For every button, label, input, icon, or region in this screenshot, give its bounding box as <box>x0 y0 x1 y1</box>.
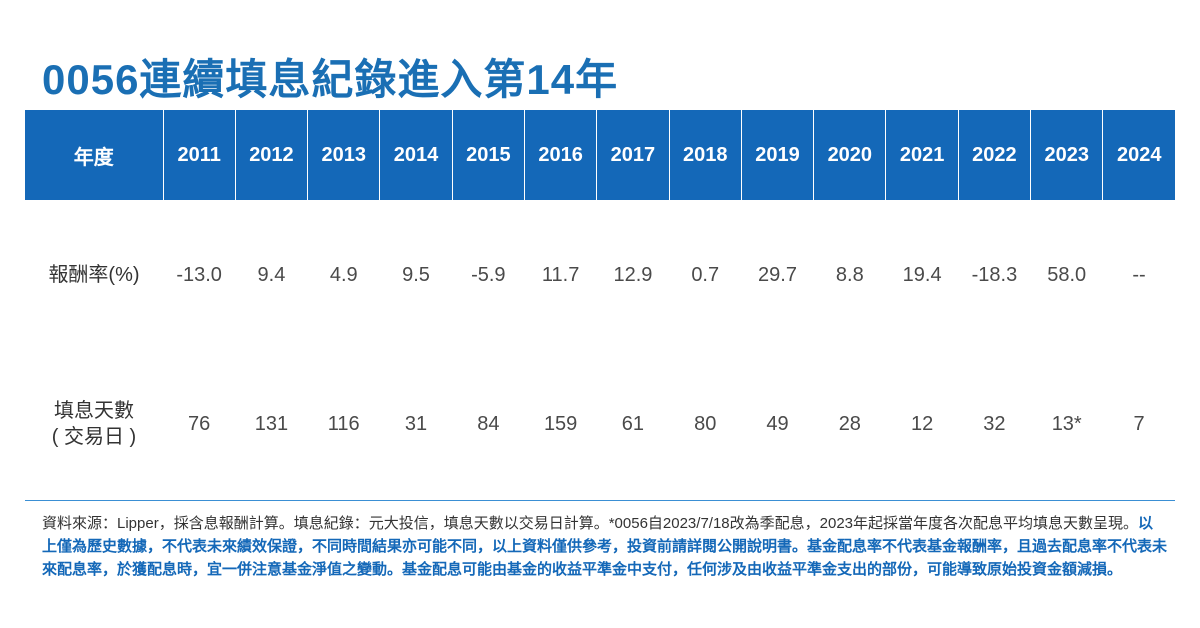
table-cell-return: 8.8 <box>835 263 864 286</box>
table-cell-return: -13.0 <box>176 263 222 286</box>
header-year: 2014 <box>379 110 453 200</box>
header-year: 2024 <box>1102 110 1176 200</box>
table-cell-return: 19.4 <box>902 263 942 286</box>
footnote: 資料來源：Lipper，採含息報酬計算。填息紀錄：元大投信，填息天數以交易日計算… <box>42 512 1167 581</box>
table-cell-return: 9.5 <box>402 263 430 286</box>
header-year: 2019 <box>740 110 815 200</box>
header-year: 2012 <box>234 110 309 200</box>
table-header-row: 年度 2011 2012 2013 2014 2015 2016 2017 20… <box>25 110 1176 200</box>
table-cell-days: 31 <box>404 412 428 435</box>
header-label-year: 年度 <box>25 110 164 200</box>
table-cell-days: 13* <box>1051 412 1082 435</box>
header-year: 2016 <box>523 110 598 200</box>
table-cell-return: 29.7 <box>758 263 797 286</box>
table-row-fill-days: 填息天數 ( 交易日 ) 76 131 116 31 84 159 61 80 … <box>25 350 1175 498</box>
table-cell-days: 32 <box>983 412 1006 435</box>
table-cell-return: 12.9 <box>613 263 653 286</box>
header-year: 2023 <box>1030 110 1104 200</box>
header-year: 2022 <box>957 110 1032 200</box>
header-year: 2021 <box>885 110 959 200</box>
footnote-disclaimer-text: 以上僅為歷史數據，不代表未來績效保證，不同時間結果亦可能不同，以上資料僅供參考，… <box>42 515 1168 578</box>
header-year: 2011 <box>162 110 236 200</box>
header-year: 2015 <box>451 110 525 200</box>
footnote-source-text: 資料來源：Lipper，採含息報酬計算。填息紀錄：元大投信，填息天數以交易日計算… <box>42 515 1139 532</box>
header-year: 2013 <box>307 110 381 200</box>
table-cell-days: 76 <box>188 412 211 435</box>
table-cell-days: 28 <box>838 412 861 435</box>
table-cell-days: 159 <box>543 412 578 435</box>
header-year: 2017 <box>596 110 670 200</box>
table-cell-return: -18.3 <box>971 263 1018 286</box>
table-cell-days: 84 <box>477 412 500 435</box>
table-cell-return: -5.9 <box>471 263 506 286</box>
footnote-divider <box>25 500 1175 501</box>
table-cell-return: 0.7 <box>691 263 720 286</box>
table-cell-return: -- <box>1132 263 1146 286</box>
row-label-fill-days: 填息天數 ( 交易日 ) <box>25 350 163 498</box>
table-cell-return: 58.0 <box>1047 263 1087 286</box>
table-cell-return: 11.7 <box>541 263 580 286</box>
table-cell-days: 116 <box>327 412 360 435</box>
dividend-record-table-container: 年度 2011 2012 2013 2014 2015 2016 2017 20… <box>25 110 1176 498</box>
table-row-return-rate: 報酬率(%) -13.0 9.4 4.9 9.5 -5.9 11.7 12.9 … <box>25 200 1175 350</box>
row-label-return-rate: 報酬率(%) <box>48 264 140 286</box>
row-label-fill-days-line1: 填息天數 <box>54 400 134 422</box>
dividend-record-table: 年度 2011 2012 2013 2014 2015 2016 2017 20… <box>25 110 1176 498</box>
header-year: 2018 <box>668 110 742 200</box>
table-cell-days: 61 <box>621 412 645 435</box>
table-cell-days: 49 <box>766 412 789 435</box>
table-cell-return: 9.4 <box>257 263 286 286</box>
table-cell-days: 80 <box>694 412 717 435</box>
table-cell-days: 7 <box>1133 412 1145 435</box>
table-cell-return: 4.9 <box>329 263 358 286</box>
table-cell-days: 131 <box>254 412 289 435</box>
table-cell-days: 12 <box>910 412 934 435</box>
row-label-fill-days-line2: ( 交易日 ) <box>51 426 137 448</box>
page-title: 0056連續填息紀錄進入第14年 <box>42 56 619 103</box>
header-year: 2020 <box>813 110 887 200</box>
